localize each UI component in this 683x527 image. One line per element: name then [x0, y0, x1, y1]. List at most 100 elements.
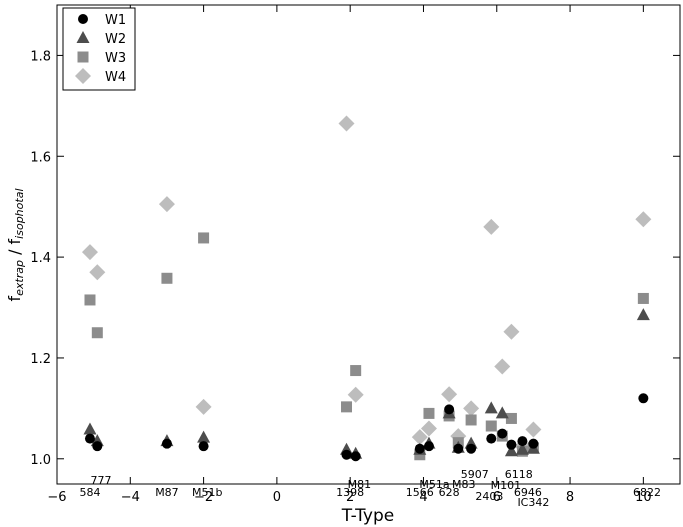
w1-point	[486, 433, 497, 444]
x-tick-label: 2	[346, 490, 354, 505]
w4-point	[411, 429, 428, 446]
y-label-sep: /	[5, 244, 24, 260]
y-tick-label: 1.8	[30, 49, 51, 64]
w1-point	[528, 438, 539, 449]
legend-frame	[62, 7, 136, 91]
w1-point	[638, 393, 649, 404]
x-axis: −6 −4 −2 0 2 4 6 8 10	[47, 5, 652, 505]
galaxy-label: 628	[439, 486, 460, 499]
galaxy-label: M81	[348, 478, 372, 491]
w4-point	[81, 244, 98, 261]
w1-point	[84, 433, 95, 444]
w1-point	[198, 441, 209, 452]
series-w1	[84, 393, 649, 462]
data-points	[81, 115, 652, 462]
plot-area	[56, 4, 681, 485]
w2-point	[484, 401, 498, 414]
legend-marker-w3	[77, 51, 89, 63]
w4-point	[483, 218, 500, 235]
w3-point	[84, 294, 96, 306]
y-axis-label: fextrap / fisophotal	[5, 189, 26, 302]
w3-point	[198, 232, 210, 244]
w1-point	[517, 436, 528, 447]
w1-point	[453, 443, 464, 454]
w4-point	[503, 323, 520, 340]
y-tick-label: 1.4	[30, 251, 51, 266]
y-label-sub1: extrap	[13, 260, 26, 296]
galaxy-label: 777	[90, 474, 111, 487]
y-tick-label: 1.6	[30, 150, 51, 165]
w1-point	[414, 443, 425, 454]
galaxy-label: 6822	[633, 486, 661, 499]
x-tick-label: 8	[566, 490, 574, 505]
w4-point	[441, 386, 458, 403]
legend-label-w2: W2	[105, 32, 126, 47]
legend: W1 W2 W3 W4	[62, 7, 136, 91]
galaxy-label: 2403	[475, 490, 503, 503]
galaxy-label: M83	[452, 478, 476, 491]
legend-label-w1: W1	[105, 13, 126, 28]
w2-point	[83, 422, 97, 435]
w4-point	[494, 358, 511, 375]
galaxy-label: IC342	[517, 496, 549, 509]
w3-point	[637, 292, 649, 304]
legend-marker-w2	[76, 31, 90, 43]
w4-point	[347, 386, 364, 403]
w1-point	[161, 438, 172, 449]
w4-point	[635, 211, 652, 228]
x-tick-label: −6	[47, 490, 66, 505]
w2-point	[197, 430, 211, 443]
w4-point	[338, 115, 355, 132]
w1-point	[341, 449, 352, 460]
galaxy-label: 584	[79, 486, 100, 499]
w4-point	[158, 196, 175, 213]
w3-point	[341, 401, 353, 413]
y-label-f2: f	[5, 238, 24, 244]
w1-point	[466, 443, 477, 454]
w1-point	[92, 441, 103, 452]
y-tick-label: 1.2	[30, 352, 51, 367]
galaxy-label: 1398	[336, 486, 364, 499]
w2-point	[504, 444, 518, 457]
y-tick-label: 1.0	[30, 453, 51, 468]
w2-point	[636, 308, 650, 321]
w3-point	[91, 327, 103, 339]
w4-point	[525, 421, 542, 438]
legend-marker-w4	[75, 68, 91, 84]
galaxy-label: M101	[491, 479, 522, 492]
x-tick-label: −2	[194, 490, 213, 505]
x-tick-label: 6	[493, 490, 501, 505]
w1-point	[506, 439, 517, 450]
galaxy-label: 1566	[406, 486, 434, 499]
w4-point	[420, 420, 437, 437]
legend-marker-w1	[78, 14, 88, 24]
w3-point	[505, 412, 517, 424]
galaxy-label: 6946	[514, 486, 542, 499]
w3-point	[423, 407, 435, 419]
w4-point	[89, 264, 106, 281]
w3-point	[485, 420, 497, 432]
x-tick-label: −4	[121, 490, 140, 505]
y-label-f1: f	[5, 296, 24, 302]
galaxy-label: 6118	[505, 468, 533, 481]
galaxy-label: M87	[155, 486, 179, 499]
galaxy-label: 5907	[461, 468, 489, 481]
y-axis: 1.0 1.2 1.4 1.6 1.8	[30, 49, 680, 468]
x-axis-label: T-Type	[341, 506, 394, 526]
w3-point	[161, 272, 173, 284]
w2-point	[515, 442, 529, 455]
galaxy-label: M51b	[192, 486, 222, 499]
plot-frame	[56, 4, 681, 485]
y-label-sub2: isophotal	[13, 189, 26, 239]
w1-point	[350, 451, 361, 462]
x-tick-label: 4	[419, 490, 427, 505]
w3-point	[414, 449, 426, 461]
w1-point	[497, 428, 508, 439]
legend-label-w3: W3	[105, 51, 126, 66]
w4-point	[463, 400, 480, 417]
x-tick-label: 10	[635, 490, 652, 505]
w4-point	[195, 398, 212, 415]
w1-point	[423, 441, 434, 452]
